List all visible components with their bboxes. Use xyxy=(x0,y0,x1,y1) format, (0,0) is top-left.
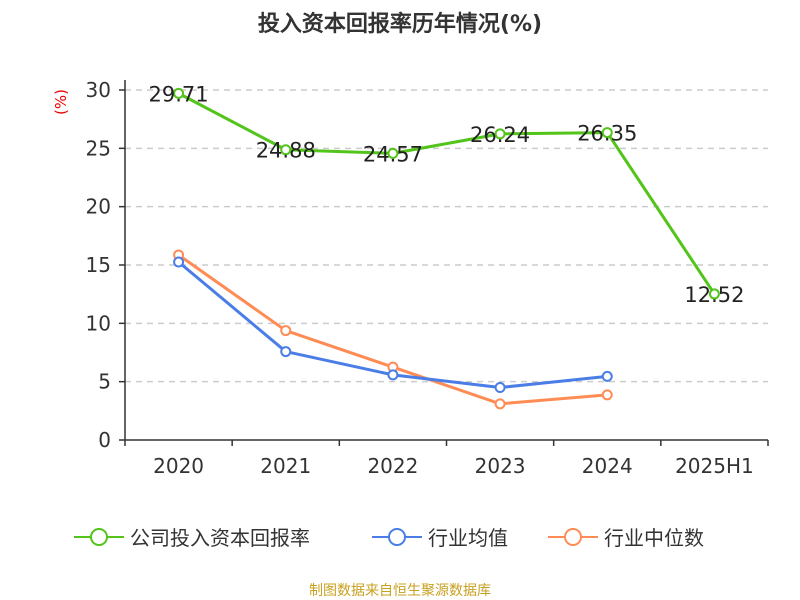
chart-title: 投入资本回报率历年情况(%) xyxy=(257,12,543,37)
source-note: 制图数据来自恒生聚源数据库 xyxy=(309,583,491,599)
data-label: 12.52 xyxy=(684,283,744,307)
x-tick-label: 2023 xyxy=(475,454,526,478)
data-point xyxy=(494,382,506,393)
data-point xyxy=(494,398,506,410)
y-tick-label: 15 xyxy=(86,253,111,277)
data-point xyxy=(173,87,185,99)
data-point xyxy=(387,147,399,159)
data-point xyxy=(708,288,720,300)
x-tick-label: 2025H1 xyxy=(675,454,754,478)
y-tick-label: 5 xyxy=(98,370,111,394)
y-tick-label: 0 xyxy=(98,428,111,452)
data-point xyxy=(601,370,613,382)
legend-label: 行业中位数 xyxy=(604,526,704,550)
data-point xyxy=(280,325,292,337)
y-tick-label: 20 xyxy=(86,195,111,219)
legend-marker-icon xyxy=(548,525,598,549)
legend-label: 行业均值 xyxy=(428,526,508,550)
data-point xyxy=(601,127,613,139)
legend-item-industry-median[interactable]: 行业中位数 xyxy=(548,522,704,551)
legend-item-industry-mean[interactable]: 行业均值 xyxy=(372,522,508,551)
x-tick-label: 2021 xyxy=(260,454,311,478)
legend-label: 公司投入资本回报率 xyxy=(130,526,310,550)
data-point xyxy=(280,144,292,156)
legend-marker-icon xyxy=(74,525,124,549)
x-tick-label: 2022 xyxy=(367,454,418,478)
series-line-0 xyxy=(177,92,716,295)
data-point xyxy=(494,128,506,140)
x-tick-label: 2020 xyxy=(153,454,204,478)
data-label: 24.88 xyxy=(256,139,316,163)
data-label: 26.35 xyxy=(577,122,637,146)
data-point xyxy=(387,369,399,381)
data-point xyxy=(280,346,292,358)
data-point xyxy=(173,256,185,268)
data-label: 29.71 xyxy=(149,82,209,106)
y-tick-label: 30 xyxy=(86,78,111,102)
legend-item-company[interactable]: 公司投入资本回报率 xyxy=(74,522,310,551)
legend-marker-icon xyxy=(372,525,422,549)
y-tick-label: 10 xyxy=(86,311,111,335)
data-point xyxy=(601,389,613,401)
x-tick-label: 2024 xyxy=(582,454,633,478)
data-label: 24.57 xyxy=(363,142,423,166)
y-tick-label: 25 xyxy=(86,136,111,160)
data-label: 26.24 xyxy=(470,123,530,147)
